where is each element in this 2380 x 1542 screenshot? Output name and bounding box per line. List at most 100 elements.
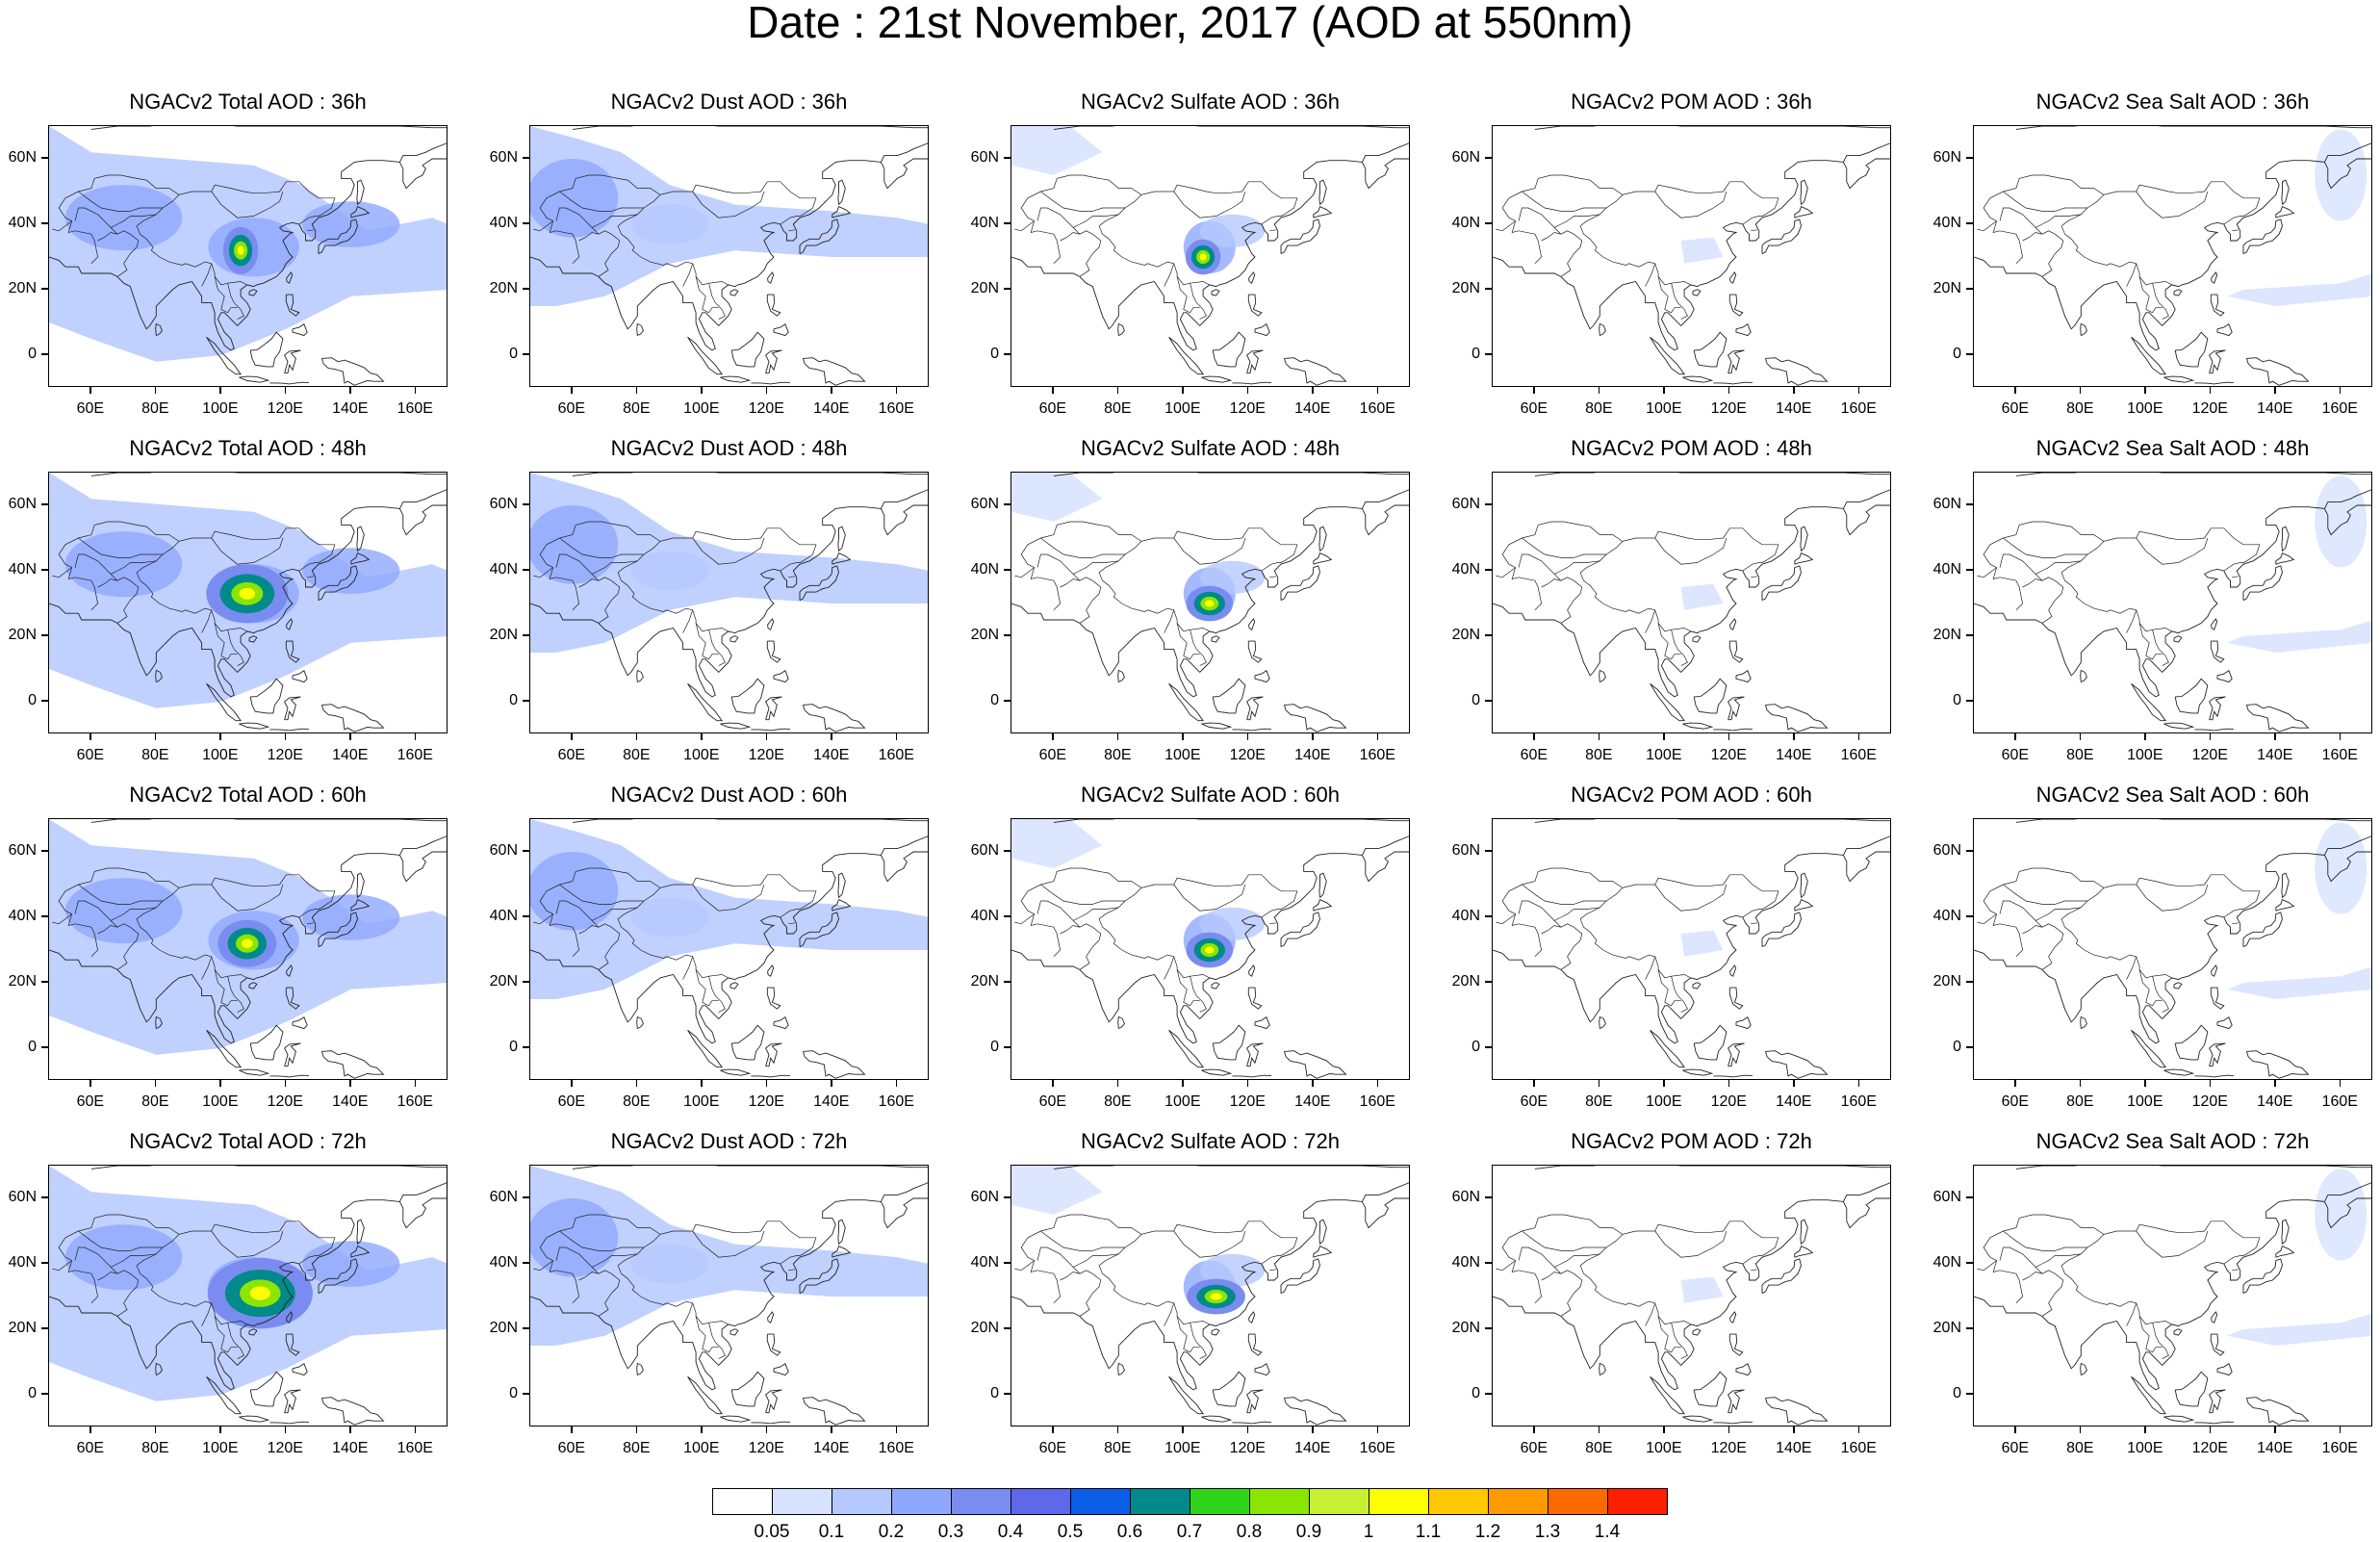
coastline <box>1361 851 1409 883</box>
lon-tick-label: 160E <box>1359 747 1395 763</box>
coastline <box>1201 1068 1233 1076</box>
coastline <box>773 670 789 683</box>
lon-tick-label: 140E <box>1776 747 1812 763</box>
coastline <box>1157 142 1409 351</box>
lon-tick-mark <box>2079 733 2082 740</box>
coastline <box>676 489 928 698</box>
coastline <box>286 271 294 284</box>
coastline <box>765 1042 782 1067</box>
lat-tick-mark <box>1966 569 1973 571</box>
country-border <box>97 230 140 277</box>
lon-tick-mark <box>2339 1080 2341 1087</box>
aod-map-seasalt-60h <box>1973 818 2372 1080</box>
lat-tick-mark <box>1966 850 1973 852</box>
coastline <box>572 473 928 476</box>
coastline <box>1650 1029 1685 1068</box>
lon-tick-mark <box>1533 733 1535 740</box>
lat-tick-label: 20N <box>8 973 37 989</box>
aod-hotspot <box>1210 1293 1222 1300</box>
country-border <box>2152 283 2169 320</box>
country-border <box>1269 576 1277 578</box>
coastline <box>832 205 852 218</box>
coastline <box>1246 1042 1264 1067</box>
lon-tick-label: 140E <box>813 1093 850 1110</box>
coastline <box>729 982 739 989</box>
country-border <box>1164 263 1175 287</box>
colorbar-label: 1.4 <box>1594 1522 1621 1542</box>
lon-tick-label: 60E <box>1038 1440 1067 1456</box>
aod-hotspot <box>249 1286 270 1300</box>
country-border <box>692 884 765 912</box>
lat-tick-mark <box>1485 1262 1492 1264</box>
coastline <box>1493 949 1562 970</box>
lon-tick-mark <box>765 387 768 394</box>
lat-tick-mark <box>1485 915 1492 917</box>
country-border <box>74 1246 118 1274</box>
aod-map-sulfate-72h <box>1011 1165 1410 1426</box>
lat-tick-mark <box>41 981 48 983</box>
country-border <box>1579 194 1691 286</box>
coastline <box>398 851 447 883</box>
coastline <box>2323 1197 2371 1229</box>
aod-map-pom-36h <box>1492 125 1891 387</box>
coastline <box>90 126 447 130</box>
coastline <box>249 331 284 368</box>
lon-tick-mark <box>571 1426 573 1433</box>
coastline <box>636 1015 644 1030</box>
coastline <box>1800 872 1808 898</box>
country-border <box>1518 900 1562 928</box>
lon-tick-label: 60E <box>1520 1440 1548 1456</box>
lat-tick-mark <box>41 1196 48 1198</box>
coastline <box>1313 1245 1333 1258</box>
coastline <box>2323 504 2371 536</box>
coastline <box>1638 489 1890 698</box>
lon-tick-mark <box>1533 1080 1535 1087</box>
lat-tick-label: 20N <box>970 1320 999 1336</box>
coastline <box>2275 552 2295 565</box>
lon-tick-label: 160E <box>397 1093 433 1110</box>
coastline <box>2281 526 2290 552</box>
map-canvas <box>1493 126 1890 386</box>
coastline <box>2209 349 2226 374</box>
coastline <box>2242 912 2283 948</box>
lon-tick-mark <box>2079 387 2082 394</box>
country-border <box>1999 900 2043 928</box>
coastline <box>1638 835 1890 1044</box>
coastline <box>318 1258 358 1295</box>
coastline <box>1248 964 1256 977</box>
lon-tick-label: 140E <box>1776 400 1812 417</box>
aod-field <box>530 819 928 999</box>
lon-tick-mark <box>895 1426 897 1433</box>
country-border <box>1173 537 1246 565</box>
coastline <box>773 1016 789 1030</box>
coastline <box>356 526 365 552</box>
lon-tick-label: 120E <box>1710 1093 1747 1110</box>
coastline <box>530 603 600 624</box>
lat-tick-mark <box>523 850 529 852</box>
lon-tick-label: 120E <box>1710 400 1747 417</box>
lon-tick-label: 60E <box>1038 1093 1067 1110</box>
country-border <box>52 567 72 578</box>
country-border <box>1501 174 1779 265</box>
lon-tick-mark <box>1793 1080 1795 1087</box>
country-border <box>1020 1214 1298 1304</box>
lat-tick-mark <box>523 353 529 355</box>
country-border <box>1977 913 1997 925</box>
aod-hotspot <box>1205 600 1215 607</box>
aod-field <box>530 126 928 306</box>
lon-tick-mark <box>154 1080 157 1087</box>
country-border <box>1751 922 1758 925</box>
lat-tick-label: 20N <box>1451 1320 1480 1336</box>
lat-tick-label: 0 <box>509 692 518 708</box>
coastline <box>1764 1397 1829 1426</box>
country-border <box>692 191 765 218</box>
country-border <box>1522 1230 1607 1251</box>
country-border <box>1999 553 2043 581</box>
coastline <box>1201 375 1233 383</box>
country-border <box>1496 1260 1516 1272</box>
country-border <box>1014 220 1035 232</box>
country-border <box>78 537 164 558</box>
lat-tick-mark <box>1485 1196 1492 1198</box>
country-border <box>539 1214 817 1304</box>
lat-tick-label: 60N <box>8 149 37 166</box>
